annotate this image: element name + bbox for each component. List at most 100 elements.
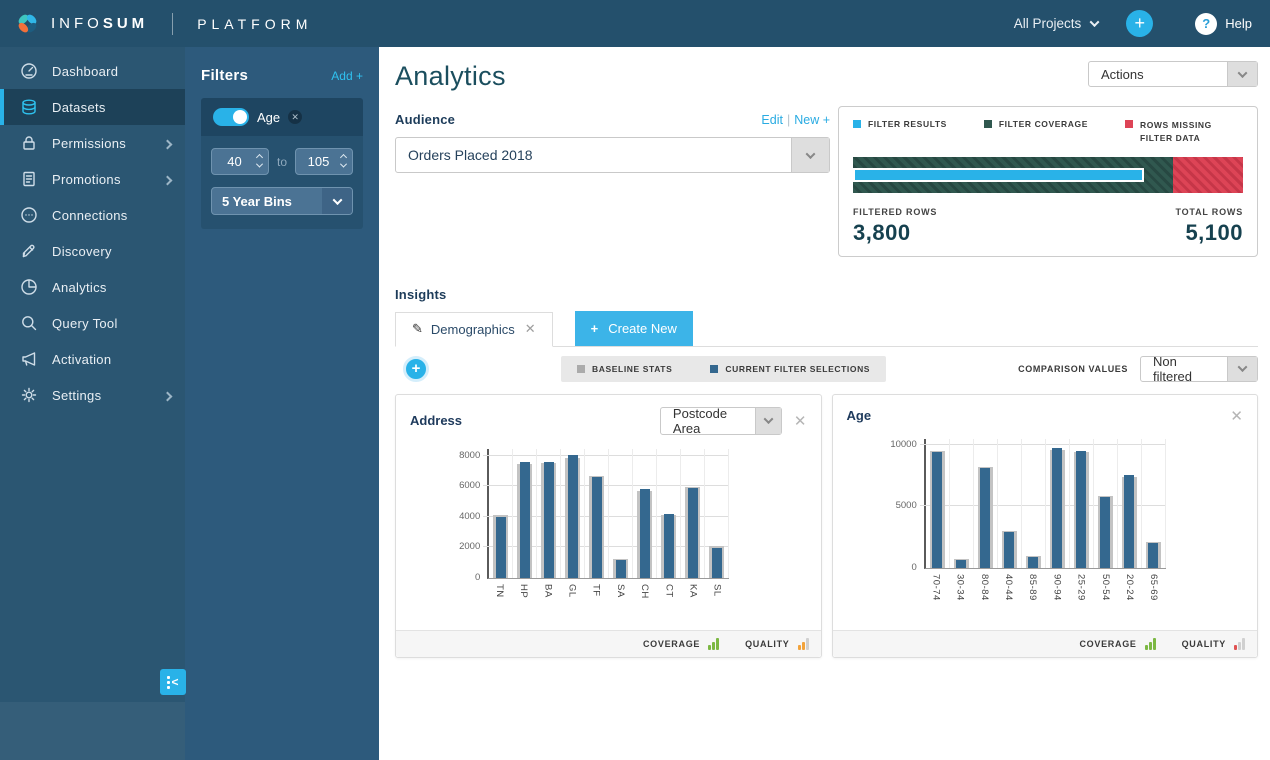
legend-swatch	[710, 364, 719, 373]
chevron-down-icon	[754, 407, 781, 434]
x-label-cell: 80-84	[972, 569, 996, 617]
chevron-down-icon	[791, 138, 829, 172]
bar-group-SL	[705, 448, 730, 578]
collapse-dots-icon	[167, 675, 171, 689]
bar-group-TN	[489, 448, 514, 578]
min-stepper[interactable]	[255, 153, 268, 168]
quality-bars-icon	[797, 637, 809, 650]
y-tick-label: 5000	[895, 500, 917, 512]
current-bar	[1124, 475, 1135, 568]
page-title: Analytics	[395, 61, 506, 91]
bar-group-70-74	[926, 438, 950, 568]
sidebar-item-datasets[interactable]: Datasets	[0, 89, 185, 125]
sidebar-item-dashboard[interactable]: Dashboard	[0, 53, 185, 89]
x-label-cell: SA	[608, 579, 632, 627]
legend-item: BASELINE STATS	[577, 364, 672, 374]
tab-demographics[interactable]: ✎ Demographics ✕	[395, 311, 553, 347]
legend-swatch	[577, 364, 586, 373]
help-button[interactable]: ? Help	[1195, 12, 1252, 35]
x-label-cell: 30-34	[948, 569, 972, 617]
close-chart-icon[interactable]: ✕	[793, 412, 807, 430]
bar-group-20-24	[1118, 438, 1142, 568]
add-insight-button[interactable]: +	[403, 355, 429, 382]
sidebar-item-query-tool[interactable]: Query Tool	[0, 305, 185, 341]
bar-group-HP	[513, 448, 538, 578]
comparison-select[interactable]: Non filtered	[1140, 354, 1258, 384]
coverage-bars-icon	[708, 637, 720, 650]
age-filter-toggle[interactable]	[213, 108, 249, 126]
bin-size-select[interactable]: 5 Year Bins	[211, 187, 353, 215]
chevron-down-icon	[322, 188, 352, 214]
legend-label: FILTER COVERAGE	[998, 119, 1089, 129]
bar-group-80-84	[974, 438, 998, 568]
brand-divider	[172, 12, 174, 35]
chart-header: Age ✕	[833, 395, 1258, 429]
age-min-input[interactable]: 40	[211, 148, 269, 175]
insights-title: Insights	[395, 286, 447, 302]
sidebar-item-connections[interactable]: Connections	[0, 197, 185, 233]
quality-label: QUALITY	[745, 638, 790, 649]
sidebar-item-discovery[interactable]: Discovery	[0, 233, 185, 269]
x-tick-label: 80-84	[978, 573, 990, 601]
gridline	[483, 546, 730, 548]
current-bar	[567, 455, 578, 578]
x-axis-labels: TN HP BA GL TF SA CH CT KA SL	[487, 579, 729, 627]
sidebar-item-label: Discovery	[52, 243, 112, 259]
sidebar-item-activation[interactable]: Activation	[0, 341, 185, 377]
gear-icon	[20, 386, 38, 404]
close-chart-icon[interactable]: ✕	[1230, 407, 1243, 425]
bar-group-CT	[657, 448, 682, 578]
tab-create-new[interactable]: + Create New	[574, 310, 693, 346]
plot-area: 0 5000 10000	[890, 438, 1166, 573]
new-audience-link[interactable]: New +	[794, 113, 830, 127]
chart-header: Address Postcode Area ✕	[396, 395, 821, 439]
x-label-cell: BA	[536, 579, 560, 627]
chart-footer: COVERAGE QUALITY	[396, 629, 821, 657]
max-stepper[interactable]	[339, 153, 352, 168]
gridline	[919, 443, 1166, 445]
connections-icon	[20, 206, 38, 224]
current-bar	[980, 468, 991, 568]
bar-group-GL	[561, 448, 586, 578]
x-tick-label: 85-89	[1027, 573, 1039, 601]
legend-swatch	[853, 120, 861, 128]
y-tick-label: 8000	[459, 450, 481, 462]
sidebar-item-permissions[interactable]: Permissions	[0, 125, 185, 161]
current-bar	[495, 516, 506, 578]
chart-card-age: Age ✕ 0 5000 10000 70-74 30-34 80-84 40-44 85-89 9…	[831, 393, 1258, 658]
close-tab-icon[interactable]: ✕	[524, 321, 536, 336]
sidebar-item-settings[interactable]: Settings	[0, 377, 185, 413]
age-max-input[interactable]: 105	[294, 148, 353, 175]
sidebar-item-promotions[interactable]: Promotions	[0, 161, 185, 197]
filter-results-bar	[853, 167, 1144, 182]
total-rows-value: 5,100	[1185, 219, 1243, 245]
x-tick-label: 70-74	[930, 573, 942, 601]
remove-filter-icon[interactable]: ✕	[288, 110, 303, 124]
megaphone-icon	[20, 350, 38, 368]
coverage-bar	[853, 156, 1243, 193]
coverage-bars-icon	[1144, 637, 1156, 650]
project-selector[interactable]: All Projects	[1014, 16, 1100, 31]
edit-audience-link[interactable]: Edit	[761, 113, 783, 127]
sidebar-item-analytics[interactable]: Analytics	[0, 269, 185, 305]
legend-item: FILTER COVERAGE	[983, 119, 1089, 145]
x-label-cell: 40-44	[996, 569, 1020, 617]
sidebar-item-label: Permissions	[52, 135, 127, 151]
x-label-cell: TF	[584, 579, 608, 627]
y-tick-label: 2000	[459, 541, 481, 553]
pencil-icon: ✎	[412, 321, 423, 336]
coverage-label: COVERAGE	[1079, 638, 1137, 649]
brand-name: INFOSUM	[51, 15, 149, 32]
y-tick-label: 0	[911, 561, 917, 573]
current-bar	[1076, 451, 1087, 568]
breakdown-select[interactable]: Postcode Area	[659, 406, 782, 436]
actions-dropdown[interactable]: Actions	[1088, 61, 1258, 87]
legend-label: BASELINE STATS	[592, 363, 673, 374]
current-bar	[932, 452, 943, 568]
add-project-button[interactable]: +	[1126, 10, 1154, 37]
gridline	[483, 455, 730, 457]
collapse-sidebar-button[interactable]: <	[160, 669, 186, 695]
add-filter-link[interactable]: Add +	[331, 69, 363, 83]
x-tick-label: GL	[566, 583, 578, 598]
audience-select[interactable]: Orders Placed 2018	[395, 137, 830, 173]
